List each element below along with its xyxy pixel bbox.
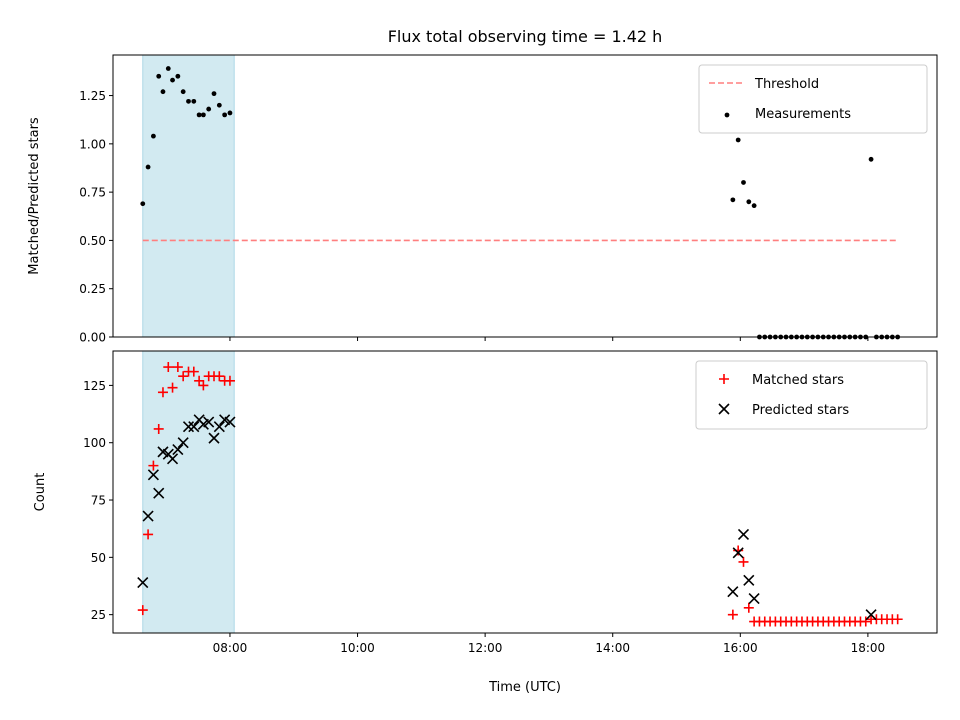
- predicted-stars-point: [137, 576, 149, 589]
- matched-stars-point: [143, 529, 154, 540]
- predicted-stars-point: [224, 416, 236, 428]
- measurement-point: [730, 197, 736, 203]
- y-tick-label: 0.00: [79, 331, 106, 345]
- measurement-point: [191, 98, 197, 104]
- matched-stars-point: [153, 423, 164, 434]
- predicted-stars-point: [727, 586, 739, 598]
- matched-stars-point: [224, 375, 235, 386]
- measurement-point: [175, 73, 181, 79]
- predicted-stars-point: [166, 453, 179, 465]
- predicted-stars-point: [213, 421, 225, 433]
- predicted-stars-point: [208, 432, 220, 444]
- measurement-point: [227, 110, 233, 116]
- matched-stars-point: [157, 387, 168, 398]
- matched-stars-point: [194, 375, 205, 386]
- predicted-stars-point: [748, 593, 760, 605]
- axes-frame: [112, 54, 938, 338]
- matched-stars-point: [148, 460, 159, 471]
- chart-title: Flux total observing time = 1.42 h: [388, 27, 663, 46]
- x-tick-label: 14:00: [595, 641, 630, 655]
- highlight-span: [142, 54, 235, 338]
- matched-stars-point: [198, 380, 209, 391]
- legend-box: [695, 360, 928, 430]
- matched-stars-point: [137, 605, 148, 616]
- y-tick-label: 0.50: [79, 234, 106, 248]
- measurement-point: [170, 77, 175, 83]
- matched-stars-point: [733, 545, 744, 556]
- predicted-stars-point: [177, 437, 189, 449]
- matched-stars-point: [860, 616, 871, 627]
- y-axis-label: Count: [33, 473, 48, 512]
- predicted-stars-point: [188, 421, 200, 433]
- measurement-point: [180, 89, 186, 95]
- y-tick-label: 1.00: [79, 137, 106, 151]
- measurement-point: [735, 137, 741, 143]
- measurement-point: [165, 66, 171, 71]
- matched-stars-point: [167, 382, 178, 393]
- predicted-stars-point: [172, 444, 184, 456]
- predicted-stars-point: [142, 510, 154, 522]
- x-tick-label: 12:00: [468, 641, 503, 655]
- measurement-point: [160, 89, 166, 95]
- legend-label: Threshold: [754, 77, 819, 92]
- legend-box: [698, 64, 928, 134]
- predicted-stars-point: [737, 528, 750, 540]
- matched-stars-point: [727, 609, 738, 620]
- predicted-stars-point: [203, 416, 215, 428]
- y-tick-label: 1.25: [79, 89, 106, 103]
- predicted-stars-point: [147, 469, 159, 481]
- measurement-point: [222, 112, 228, 118]
- y-tick-label: 50: [91, 551, 106, 565]
- measurement-point: [211, 91, 217, 97]
- measurement-point: [156, 73, 162, 79]
- predicted-stars-point: [732, 547, 744, 559]
- legend-label: Measurements: [755, 107, 851, 122]
- matched-stars-point: [172, 362, 183, 373]
- x-tick-label: 16:00: [723, 641, 758, 655]
- predicted-stars-point: [182, 421, 195, 433]
- x-tick-label: 10:00: [340, 641, 375, 655]
- measurement-point: [216, 102, 222, 108]
- legend-swatch-matched: [719, 374, 729, 384]
- matched-stars-point: [214, 371, 225, 382]
- y-tick-label: 125: [83, 379, 106, 393]
- measurement-point: [746, 199, 752, 205]
- y-tick-label: 0.25: [79, 282, 106, 296]
- axes-frame: [112, 350, 938, 634]
- matched-stars-point: [743, 602, 754, 613]
- x-tick-label: 08:00: [213, 641, 248, 655]
- y-tick-label: 25: [91, 608, 106, 622]
- measurement-point: [140, 201, 146, 207]
- measurement-point: [206, 106, 212, 112]
- predicted-stars-point: [153, 487, 165, 499]
- matched-stars-point: [892, 614, 903, 625]
- x-axis-label: Time (UTC): [488, 680, 561, 695]
- y-tick-label: 75: [91, 494, 106, 508]
- legend-label: Predicted stars: [752, 403, 849, 418]
- y-tick-label: 0.75: [79, 186, 106, 200]
- legend-label: Matched stars: [752, 373, 844, 388]
- ratio-panel: 0.00 0.25 0.50 0.75 1.00 1.25 Matched/Predicte…: [27, 54, 938, 345]
- matched-stars-point: [188, 366, 199, 377]
- measurement-point: [196, 112, 202, 118]
- predicted-stars-point: [743, 574, 755, 586]
- predicted-stars-point: [865, 609, 877, 621]
- matched-stars-point: [738, 556, 749, 567]
- measurement-point: [200, 112, 206, 118]
- count-panel: 08:00 10:00 12:00 14:00 16:00 18:00 25 50 75 100 1…: [33, 350, 938, 655]
- matched-stars-point: [178, 371, 189, 382]
- measurement-point: [145, 164, 151, 170]
- measurement-point: [741, 180, 746, 185]
- measurement-point: [151, 133, 156, 139]
- x-tick-label: 18:00: [851, 641, 886, 655]
- legend-swatch-predicted: [718, 403, 730, 415]
- y-axis-label: Matched/Predicted stars: [27, 117, 42, 275]
- legend-swatch-measurements: [724, 112, 730, 118]
- measurement-point: [751, 203, 757, 209]
- measurement-point: [186, 98, 191, 104]
- y-tick-label: 100: [83, 436, 106, 450]
- measurement-point: [868, 156, 874, 162]
- matched-stars-point: [163, 362, 174, 373]
